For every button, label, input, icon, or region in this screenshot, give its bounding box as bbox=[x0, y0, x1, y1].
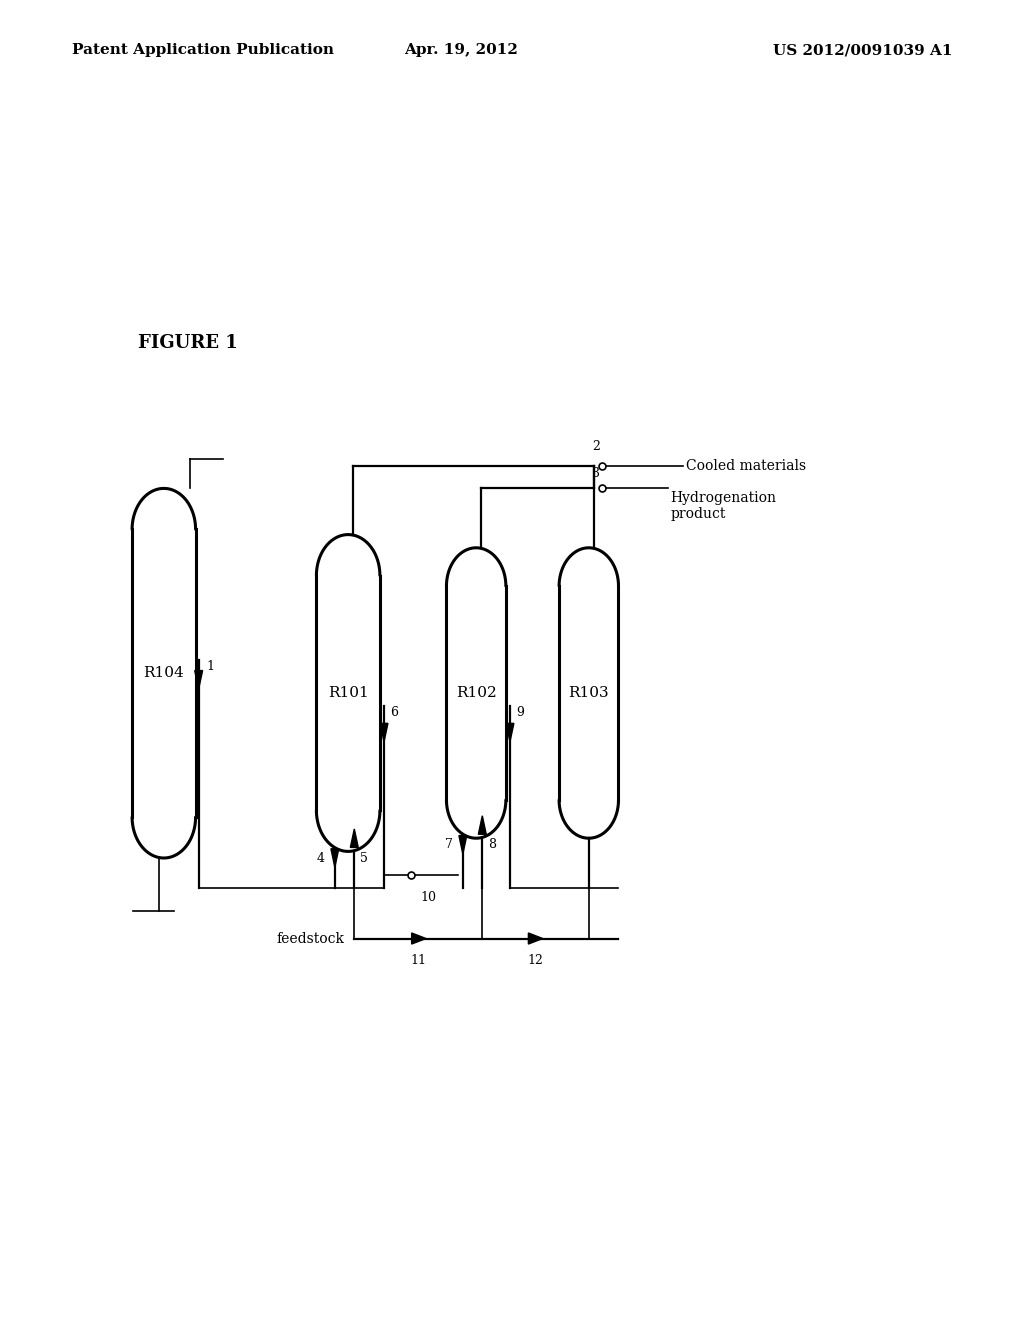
Polygon shape bbox=[331, 849, 339, 867]
Text: 9: 9 bbox=[516, 706, 524, 719]
Polygon shape bbox=[528, 933, 543, 944]
Text: 8: 8 bbox=[488, 838, 497, 851]
Text: 6: 6 bbox=[390, 706, 398, 719]
Text: R103: R103 bbox=[568, 686, 609, 700]
Polygon shape bbox=[350, 829, 358, 847]
Polygon shape bbox=[506, 723, 514, 742]
Polygon shape bbox=[412, 933, 426, 944]
Polygon shape bbox=[195, 671, 203, 689]
Text: R102: R102 bbox=[456, 686, 497, 700]
Text: 2: 2 bbox=[592, 440, 600, 453]
Text: Cooled materials: Cooled materials bbox=[686, 459, 806, 473]
Text: feedstock: feedstock bbox=[276, 932, 344, 945]
FancyBboxPatch shape bbox=[317, 574, 379, 812]
Text: 11: 11 bbox=[411, 954, 427, 968]
Text: 1: 1 bbox=[207, 660, 215, 673]
Text: R101: R101 bbox=[328, 686, 369, 700]
Text: 12: 12 bbox=[527, 954, 544, 968]
FancyBboxPatch shape bbox=[447, 585, 505, 801]
FancyBboxPatch shape bbox=[560, 585, 617, 801]
Text: Apr. 19, 2012: Apr. 19, 2012 bbox=[403, 44, 518, 57]
Text: 7: 7 bbox=[444, 838, 453, 851]
Text: 3: 3 bbox=[592, 467, 600, 480]
Polygon shape bbox=[478, 816, 486, 834]
Text: 10: 10 bbox=[421, 891, 436, 904]
FancyBboxPatch shape bbox=[133, 528, 195, 818]
Text: Hydrogenation
product: Hydrogenation product bbox=[671, 491, 777, 521]
Text: 5: 5 bbox=[360, 851, 369, 865]
Text: 4: 4 bbox=[316, 851, 325, 865]
Text: US 2012/0091039 A1: US 2012/0091039 A1 bbox=[773, 44, 952, 57]
Polygon shape bbox=[380, 723, 388, 742]
Text: Patent Application Publication: Patent Application Publication bbox=[72, 44, 334, 57]
Text: FIGURE 1: FIGURE 1 bbox=[138, 334, 238, 352]
Polygon shape bbox=[459, 836, 467, 854]
Text: R104: R104 bbox=[143, 667, 184, 680]
